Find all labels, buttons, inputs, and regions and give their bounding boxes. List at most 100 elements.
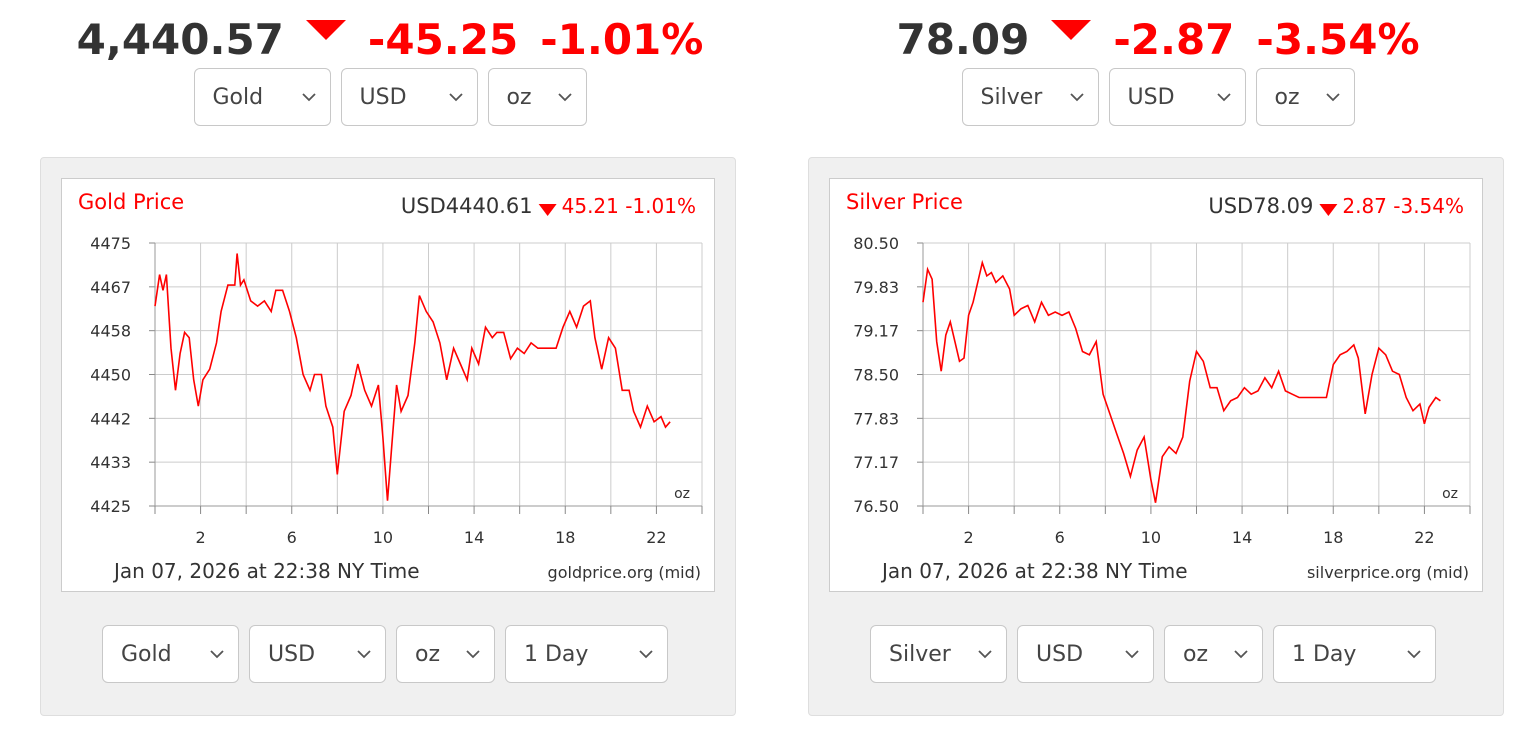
select-value: USD <box>359 84 407 110</box>
select-value: 1 Day <box>1292 641 1357 667</box>
gold-chart-container: Gold Price 45.21 -1.01% USD4440.61 4475 4467… <box>40 157 736 716</box>
x-tick-label: 22 <box>1414 528 1434 547</box>
select-value: Silver <box>889 641 951 667</box>
x-tick-label: 2 <box>963 528 973 547</box>
down-arrow-icon <box>305 20 346 40</box>
silver-price: 78.09 <box>896 14 1030 64</box>
currency-select[interactable]: USD <box>340 68 478 126</box>
chart-title: Gold Price <box>78 190 184 214</box>
y-tick-label: 4458 <box>90 322 131 341</box>
select-value: USD <box>268 641 316 667</box>
select-value: oz <box>1183 641 1209 667</box>
select-value: oz <box>1274 84 1300 110</box>
down-arrow-icon <box>1051 20 1092 40</box>
gold-chart: Gold Price 45.21 -1.01% USD4440.61 4475 4467… <box>61 178 715 592</box>
y-tick-label: 4450 <box>90 366 131 385</box>
silver-quote: 78.09 -2.87 -3.54% <box>808 12 1508 66</box>
timeframe-select[interactable]: 1 Day <box>505 625 668 683</box>
chart-header-price: USD4440.61 <box>401 194 533 218</box>
price-series-line <box>154 253 671 501</box>
unit-label: oz <box>1442 486 1458 502</box>
silver-chart-container: Silver Price 2.87 -3.54% USD78.09 80.50 79.8… <box>808 157 1504 716</box>
silver-percent: -3.54% <box>1256 14 1420 64</box>
down-arrow-icon <box>1319 204 1338 216</box>
gold-price: 4,440.57 <box>76 14 284 64</box>
chevron-down-icon <box>210 650 224 659</box>
chevron-down-icon <box>1069 93 1084 102</box>
y-tick-label: 4442 <box>90 409 131 428</box>
metal-select[interactable]: Silver <box>961 68 1099 126</box>
silver-change: -2.87 <box>1113 14 1235 64</box>
x-tick-label: 10 <box>1141 528 1161 547</box>
unit-select[interactable]: oz <box>396 625 495 683</box>
currency-select[interactable]: USD <box>1017 625 1154 683</box>
gold-change: -45.25 <box>367 14 519 64</box>
x-tick-label: 6 <box>287 528 297 547</box>
chart-source: goldprice.org (mid) <box>548 563 701 582</box>
silver-bottom-selectors: Silver USD oz 1 Day <box>803 625 1503 683</box>
chart-header-price: USD78.09 <box>1208 194 1313 218</box>
y-tick-label: 79.17 <box>853 322 899 341</box>
select-value: USD <box>1127 84 1175 110</box>
currency-select[interactable]: USD <box>1108 68 1246 126</box>
metal-select[interactable]: Silver <box>870 625 1007 683</box>
y-tick-label: 79.83 <box>853 278 899 297</box>
chevron-down-icon <box>301 93 316 102</box>
unit-select[interactable]: oz <box>1255 68 1355 126</box>
y-tick-label: 4425 <box>90 497 131 516</box>
x-tick-label: 2 <box>195 528 205 547</box>
unit-select[interactable]: oz <box>487 68 587 126</box>
x-tick-label: 22 <box>646 528 666 547</box>
metal-select[interactable]: Gold <box>193 68 331 126</box>
silver-chart: Silver Price 2.87 -3.54% USD78.09 80.50 79.8… <box>829 178 1483 592</box>
chevron-down-icon <box>466 650 480 659</box>
gold-chart-svg: Gold Price 45.21 -1.01% USD4440.61 4475 4467… <box>78 190 703 583</box>
x-tick-label: 18 <box>1323 528 1343 547</box>
select-value: oz <box>415 641 441 667</box>
gold-percent: -1.01% <box>540 14 704 64</box>
price-series-line <box>922 259 1441 503</box>
x-tick-label: 14 <box>1232 528 1252 547</box>
chevron-down-icon <box>1407 650 1421 659</box>
chevron-down-icon <box>1125 650 1139 659</box>
x-tick-label: 6 <box>1055 528 1065 547</box>
y-tick-label: 80.50 <box>853 234 899 253</box>
y-tick-label: 4475 <box>90 234 131 253</box>
select-value: oz <box>506 84 532 110</box>
y-tick-label: 4433 <box>90 453 131 472</box>
chart-timestamp: Jan 07, 2026 at 22:38 NY Time <box>112 559 420 583</box>
select-value: Silver <box>980 84 1043 110</box>
gold-panel: 4,440.57 -45.25 -1.01% Gold USD oz Gold … <box>40 0 740 742</box>
unit-label: oz <box>674 486 690 502</box>
select-value: USD <box>1036 641 1084 667</box>
silver-panel: 78.09 -2.87 -3.54% Silver USD oz Silver … <box>808 0 1508 742</box>
x-tick-label: 18 <box>555 528 575 547</box>
chart-header-change: 45.21 -1.01% <box>562 194 696 218</box>
select-value: Gold <box>212 84 264 110</box>
gold-top-selectors: Gold USD oz <box>40 68 740 126</box>
chart-source: silverprice.org (mid) <box>1307 563 1469 582</box>
unit-select[interactable]: oz <box>1164 625 1263 683</box>
y-tick-label: 76.50 <box>853 497 899 516</box>
x-tick-label: 10 <box>373 528 393 547</box>
chevron-down-icon <box>448 93 463 102</box>
chevron-down-icon <box>1216 93 1231 102</box>
chevron-down-icon <box>639 650 653 659</box>
chevron-down-icon <box>557 93 572 102</box>
gold-quote: 4,440.57 -45.25 -1.01% <box>40 12 740 66</box>
select-value: 1 Day <box>524 641 589 667</box>
chevron-down-icon <box>1325 93 1340 102</box>
y-tick-label: 78.50 <box>853 366 899 385</box>
chevron-down-icon <box>978 650 992 659</box>
y-tick-label: 4467 <box>90 278 131 297</box>
chevron-down-icon <box>357 650 371 659</box>
metal-select[interactable]: Gold <box>102 625 239 683</box>
gold-bottom-selectors: Gold USD oz 1 Day <box>35 625 735 683</box>
currency-select[interactable]: USD <box>249 625 386 683</box>
timeframe-select[interactable]: 1 Day <box>1273 625 1436 683</box>
chart-header-change: 2.87 -3.54% <box>1342 194 1464 218</box>
silver-top-selectors: Silver USD oz <box>808 68 1508 126</box>
down-arrow-icon <box>538 204 557 216</box>
select-value: Gold <box>121 641 172 667</box>
chart-title: Silver Price <box>846 190 963 214</box>
